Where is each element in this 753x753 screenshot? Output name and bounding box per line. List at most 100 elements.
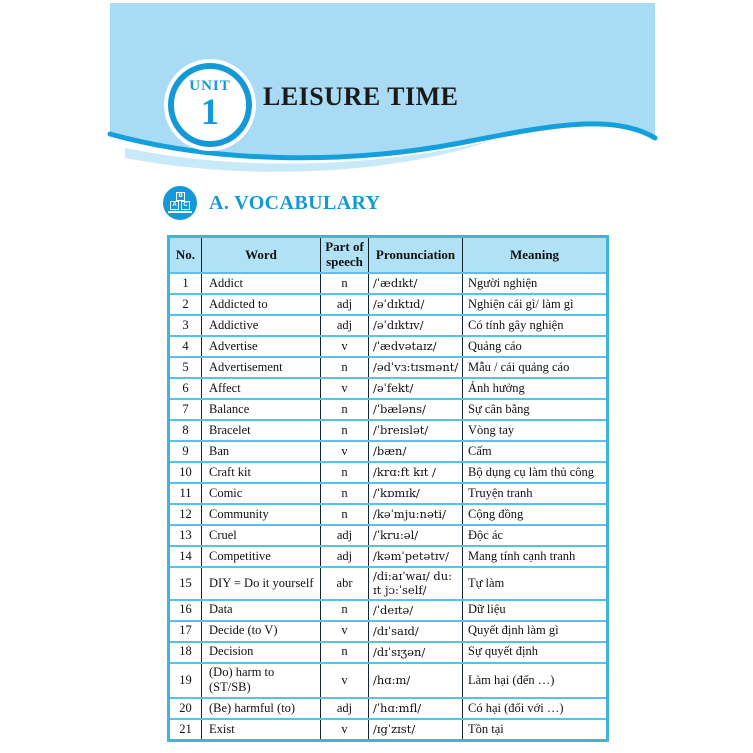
vocab-table-head: No. Word Part of speech Pronunciation Me… — [168, 235, 608, 274]
table-row: 18 Decision n/dɪˈsɪʒən/Sự quyết định — [168, 640, 608, 664]
table-row: 19 (Do) harm to (ST/SB) v/hɑ:m/Làm hại (đế… — [168, 661, 608, 700]
vocab-table-container: No. Word Part of speech Pronunciation Me… — [167, 235, 609, 742]
abc-blocks-icon: B A C — [163, 186, 197, 220]
abc-block-top: B — [176, 192, 185, 201]
wave-stroke — [107, 121, 658, 161]
cell-pos: v — [320, 377, 369, 400]
cell-meaning: Sự cân bằng — [462, 398, 608, 421]
table-row: 13 Cruel adj/ˈkru:əl/Độc ác — [168, 524, 608, 547]
cell-pos: abr — [320, 566, 369, 601]
cell-no: 1 — [168, 272, 202, 295]
cell-meaning: Vòng tay — [462, 419, 608, 442]
cell-pron: /ˈdeɪtə/ — [368, 598, 463, 622]
cell-word: Ban — [201, 440, 321, 463]
cell-no: 21 — [168, 718, 202, 742]
cell-pos: v — [320, 661, 369, 700]
cell-no: 7 — [168, 398, 202, 421]
cell-meaning: Quyết định làm gì — [462, 619, 608, 643]
cell-word: Advertise — [201, 335, 321, 358]
header-row: No. Word Part of speech Pronunciation Me… — [168, 235, 608, 274]
page-title: LEISURE TIME — [263, 82, 459, 111]
cell-no: 20 — [168, 697, 202, 720]
cell-meaning: Có tính gây nghiện — [462, 314, 608, 337]
cell-word: Competitive — [201, 545, 321, 568]
cell-pos: n — [320, 482, 369, 505]
cell-pron: /di:aɪˈwaɪ/ du: ɪt jɔ:ˈself/ — [368, 566, 463, 601]
cell-word: (Do) harm to (ST/SB) — [201, 661, 321, 700]
cell-word: Community — [201, 503, 321, 526]
cell-no: 9 — [168, 440, 202, 463]
cell-no: 4 — [168, 335, 202, 358]
cell-meaning: Có hại (đối với …) — [462, 697, 608, 720]
cell-meaning: Làm hại (đến …) — [462, 661, 608, 700]
cell-pron: /ədˈvɜ:tɪsmənt/ — [368, 356, 463, 379]
cell-pos: n — [320, 461, 369, 484]
cell-word: Comic — [201, 482, 321, 505]
table-row: 5 Advertisement n/ədˈvɜ:tɪsmənt/Mẫu / cái … — [168, 356, 608, 379]
cell-word: Decide (to V) — [201, 619, 321, 643]
cell-meaning: Ảnh hưởng — [462, 377, 608, 400]
cell-pos: n — [320, 640, 369, 664]
cell-no: 2 — [168, 293, 202, 316]
cell-word: Balance — [201, 398, 321, 421]
wave-shadow — [125, 141, 490, 172]
cell-meaning: Sự quyết định — [462, 640, 608, 664]
cell-pos: n — [320, 419, 369, 442]
cell-pron: /dɪˈsɪʒən/ — [368, 640, 463, 664]
cell-pron: /ɪgˈzɪst/ — [368, 718, 463, 742]
unit-badge-label: UNIT — [189, 78, 231, 95]
header-part-of-speech: Part of speech — [320, 235, 369, 274]
cell-pos: n — [320, 398, 369, 421]
table-row: 3 Addictive adj/əˈdɪktɪv/Có tính gây nghiệ… — [168, 314, 608, 337]
cell-no: 18 — [168, 640, 202, 664]
cell-pos: v — [320, 718, 369, 742]
cell-word: Addictive — [201, 314, 321, 337]
cell-meaning: Bộ dụng cụ làm thủ công — [462, 461, 608, 484]
abc-block-a: A — [170, 201, 179, 210]
table-row: 8 Bracelet n/ˈbreɪslət/Vòng tay — [168, 419, 608, 442]
table-row: 17 Decide (to V) v/dɪˈsaɪd/Quyết định làm … — [168, 619, 608, 643]
cell-pron: /əˈdɪktɪv/ — [368, 314, 463, 337]
cell-word: Affect — [201, 377, 321, 400]
cell-meaning: Quảng cáo — [462, 335, 608, 358]
cell-pos: v — [320, 619, 369, 643]
unit-badge-number: 1 — [200, 92, 220, 134]
cell-pron: /kəˈmju:nəti/ — [368, 503, 463, 526]
cell-word: Decision — [201, 640, 321, 664]
cell-meaning: Truyện tranh — [462, 482, 608, 505]
header-no: No. — [168, 235, 202, 274]
table-row: 6 Affect v/əˈfekt/Ảnh hưởng — [168, 377, 608, 400]
cell-word: (Be) harmful (to) — [201, 697, 321, 720]
cell-meaning: Độc ác — [462, 524, 608, 547]
cell-pos: adj — [320, 697, 369, 720]
cell-meaning: Tự làm — [462, 566, 608, 601]
cell-pos: adj — [320, 314, 369, 337]
cell-word: Craft kit — [201, 461, 321, 484]
cell-meaning: Dữ liệu — [462, 598, 608, 622]
cell-pron: /krɑ:ft kɪt / — [368, 461, 463, 484]
cell-meaning: Mang tính cạnh tranh — [462, 545, 608, 568]
cell-no: 15 — [168, 566, 202, 601]
table-row: 1 Addict n/ˈædɪkt/Người nghiện — [168, 272, 608, 295]
cell-pron: /ˈbreɪslət/ — [368, 419, 463, 442]
cell-pron: /kəmˈpetətɪv/ — [368, 545, 463, 568]
cell-no: 10 — [168, 461, 202, 484]
cell-pron: /əˈfekt/ — [368, 377, 463, 400]
table-row: 20 (Be) harmful (to) adj/ˈhɑ:mfl/Có hại (đ… — [168, 697, 608, 720]
cell-word: Advertisement — [201, 356, 321, 379]
cell-no: 5 — [168, 356, 202, 379]
cell-pron: /əˈdɪktɪd/ — [368, 293, 463, 316]
cell-meaning: Cộng đồng — [462, 503, 608, 526]
cell-pron: /ˈædɪkt/ — [368, 272, 463, 295]
vocabulary-section-header: B A C A. VOCABULARY — [163, 186, 381, 220]
cell-pos: v — [320, 440, 369, 463]
table-row: 12 Community n/kəˈmju:nəti/Cộng đồng — [168, 503, 608, 526]
cell-word: Exist — [201, 718, 321, 742]
cell-pron: /bæn/ — [368, 440, 463, 463]
cell-pos: n — [320, 503, 369, 526]
table-row: 14 Competitive adj/kəmˈpetətɪv/Mang tính c… — [168, 545, 608, 568]
table-row: 11 Comic n/ˈkɒmɪk/Truyện tranh — [168, 482, 608, 505]
cell-meaning: Mẫu / cái quảng cáo — [462, 356, 608, 379]
cell-pos: n — [320, 356, 369, 379]
